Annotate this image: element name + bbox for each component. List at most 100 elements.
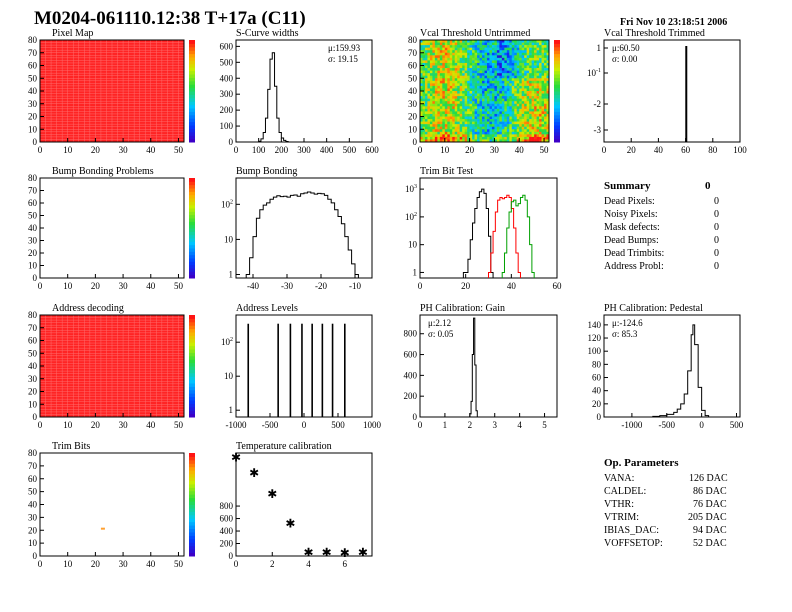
heatmap-cell <box>489 103 493 107</box>
palette-cell <box>189 188 195 192</box>
heatmap-cell <box>536 111 540 115</box>
heatmap-cell <box>452 50 456 54</box>
palette-cell <box>554 70 560 75</box>
heatmap-cell <box>444 47 448 51</box>
heatmap-cell <box>539 75 542 79</box>
heatmap-cell <box>519 88 523 92</box>
heatmap-cell <box>529 134 532 138</box>
heatmap-cell <box>477 129 480 133</box>
heatmap-cell <box>546 80 550 84</box>
heatmap-cell <box>536 139 540 143</box>
heatmap-cell <box>462 91 465 94</box>
heatmap-cell <box>420 45 423 48</box>
heatmap-cell <box>472 47 475 51</box>
heatmap-cell <box>474 50 478 54</box>
heatmap-cell <box>429 62 433 66</box>
heatmap-cell <box>514 116 518 120</box>
palette-cell <box>189 400 195 404</box>
heatmap-cell <box>479 73 483 76</box>
heatmap-cell <box>521 91 525 94</box>
heatmap-cell <box>531 70 535 74</box>
heatmap-cell <box>474 101 478 105</box>
heatmap-cell <box>516 111 520 115</box>
heatmap-cell <box>452 65 456 69</box>
heatmap-cell <box>494 119 498 122</box>
heatmap-cell <box>462 65 465 69</box>
palette-cell <box>189 274 195 279</box>
heatmap-cell <box>489 83 493 87</box>
heatmap-cell <box>519 106 523 110</box>
heatmap-cell <box>472 129 475 133</box>
heatmap-cell <box>477 50 480 54</box>
heatmap-cell <box>499 42 503 46</box>
heatmap-cell <box>526 113 530 117</box>
heatmap-cell <box>422 129 426 133</box>
heatmap-cell <box>464 70 468 74</box>
heatmap-cell <box>424 70 428 74</box>
heatmap-cell <box>449 108 453 112</box>
palette-cell <box>189 332 195 336</box>
heatmap-cell <box>529 98 532 102</box>
heatmap-cell <box>424 98 428 102</box>
heatmap-cell <box>544 80 547 84</box>
heatmap-cell <box>434 98 438 102</box>
heatmap-cell <box>514 85 518 89</box>
heatmap-cell <box>544 119 547 122</box>
heatmap-cell <box>516 57 520 61</box>
heatmap-cell <box>469 106 473 110</box>
heatmap-cell <box>544 60 547 64</box>
op-param-value: 94 DAC <box>693 525 727 536</box>
heatmap-cell <box>437 85 441 89</box>
tick-label: -30 <box>281 281 293 291</box>
tick-label: 100 <box>220 121 234 131</box>
heatmap-cell <box>447 103 451 107</box>
heatmap-cell <box>484 124 488 127</box>
heatmap-cell <box>484 139 488 143</box>
heatmap-cell <box>482 65 485 69</box>
tick-label: 140 <box>588 320 602 330</box>
heatmap-cell <box>457 55 460 59</box>
heatmap-cell <box>489 62 493 66</box>
heatmap-cell <box>511 136 515 140</box>
heatmap-cell <box>534 116 537 120</box>
heatmap-cell <box>459 68 463 71</box>
heatmap-cell <box>472 111 475 115</box>
heatmap-cell <box>494 55 498 59</box>
heatmap-cell <box>504 68 508 71</box>
palette-cell <box>189 84 195 89</box>
heatmap-cell <box>454 103 458 107</box>
heatmap-cell <box>524 85 527 89</box>
heatmap-cell <box>439 65 443 69</box>
heatmap-cell <box>534 103 537 107</box>
tick-label: 20 <box>91 559 101 569</box>
heatmap-cell <box>449 78 453 82</box>
heatmap-cell <box>442 83 446 87</box>
heatmap-cell <box>442 93 446 97</box>
heatmap-cell <box>437 78 441 82</box>
heatmap-cell <box>464 75 468 79</box>
heatmap-cell <box>506 68 510 71</box>
heatmap-cell <box>422 126 426 130</box>
heatmap-cell <box>439 91 443 94</box>
heatmap-cell <box>469 101 473 105</box>
heatmap-cell <box>420 47 423 51</box>
heatmap-cell <box>444 68 448 71</box>
heatmap-cell <box>544 116 547 120</box>
heatmap-cell <box>459 124 463 127</box>
heatmap-cell <box>432 55 436 59</box>
heatmap-cell <box>546 103 550 107</box>
heatmap-cell <box>437 101 441 105</box>
heatmap-cell <box>484 75 488 79</box>
heatmap-cell <box>544 70 547 74</box>
palette-cell <box>189 545 195 550</box>
heatmap-cell <box>420 50 423 54</box>
heatmap-cell <box>546 116 550 120</box>
heatmap-cell <box>526 101 530 105</box>
heatmap-cell <box>479 91 483 94</box>
tick-label: 5 <box>542 420 547 430</box>
heatmap-cell <box>459 111 463 115</box>
tick-label: 103 <box>405 184 417 194</box>
heatmap-cell <box>484 55 488 59</box>
heatmap-cell <box>506 40 510 43</box>
